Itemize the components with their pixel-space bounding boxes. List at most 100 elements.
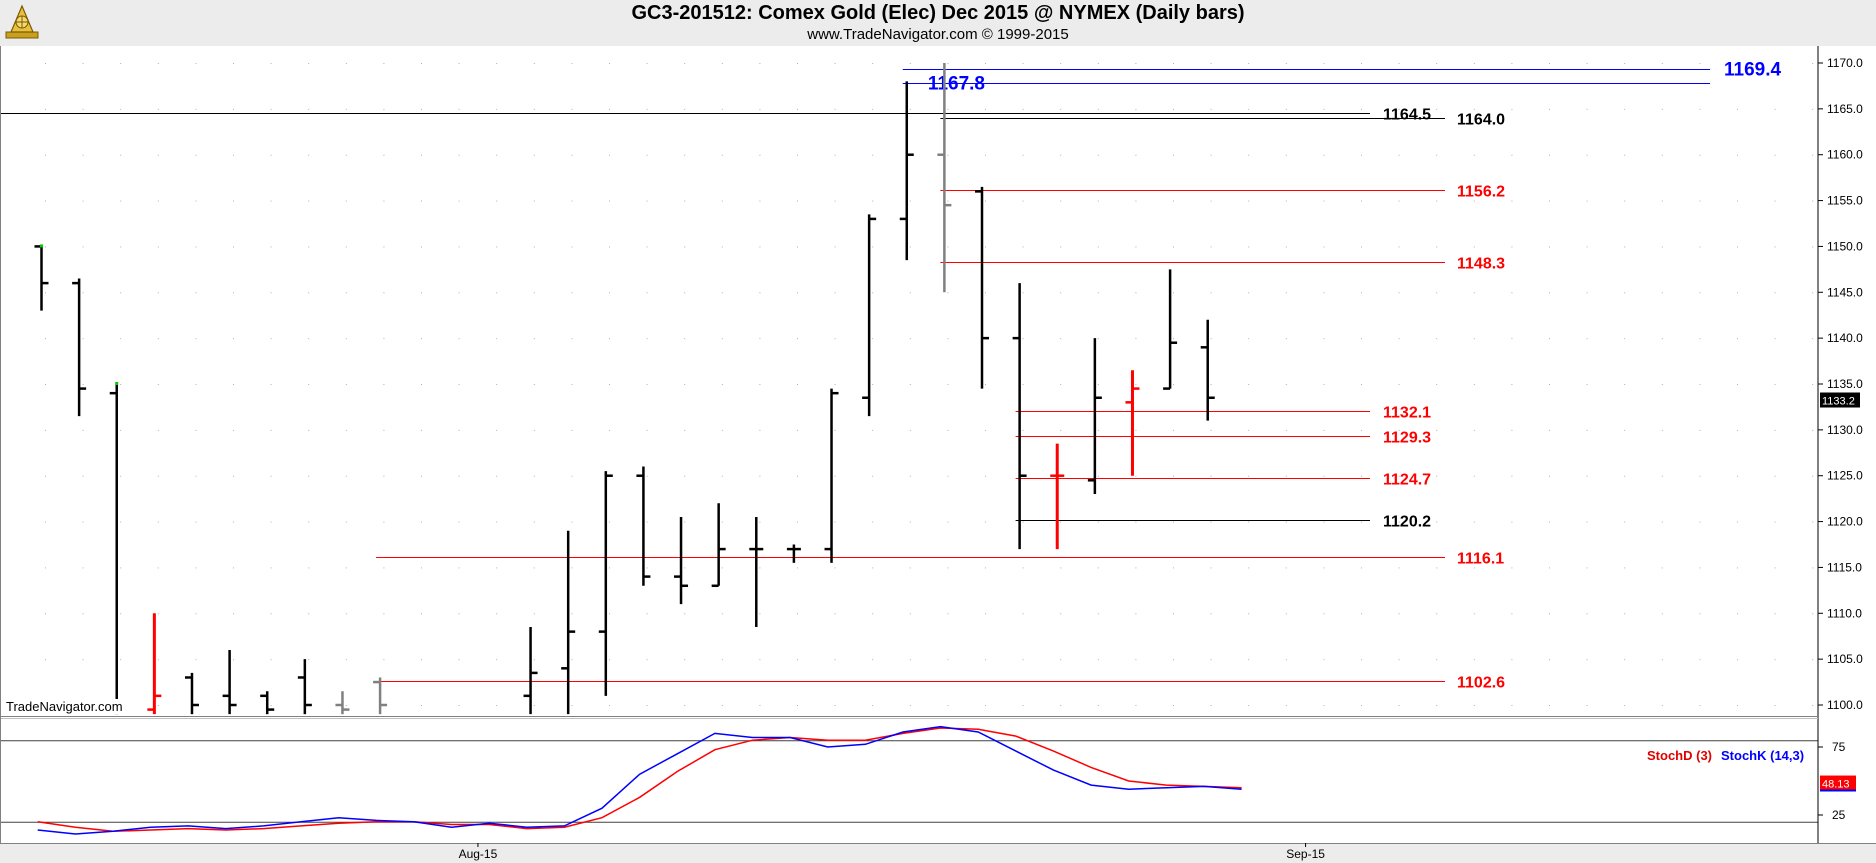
grid-dot (721, 154, 723, 156)
grid-dot (1135, 200, 1137, 202)
grid-dot (1060, 63, 1062, 64)
grid-dot (1661, 63, 1663, 64)
grid-dot (1361, 705, 1362, 706)
grid-dot (1323, 338, 1325, 340)
grid-dot (1022, 567, 1024, 569)
grid-dot (571, 659, 573, 661)
grid-dot (571, 292, 573, 294)
grid-dot (1549, 521, 1550, 523)
grid-dot (909, 521, 911, 523)
grid-dot (1210, 429, 1212, 431)
signal-dot (115, 382, 119, 385)
grid-dot (1285, 567, 1287, 569)
grid-dot (985, 613, 986, 615)
grid-dot (985, 246, 986, 248)
grid-dot (1248, 475, 1250, 477)
grid-dot (82, 292, 84, 294)
grid-dot (1473, 200, 1475, 202)
grid-dot (1323, 384, 1325, 385)
grid-dot (1586, 154, 1588, 156)
grid-dot (872, 475, 874, 477)
grid-dot (120, 659, 122, 661)
grid-dot (1812, 521, 1814, 523)
stoch-k-legend: StochK (14,3) (1721, 748, 1805, 763)
grid-dot (1699, 384, 1701, 385)
grid-dot (157, 475, 159, 477)
grid-dot (533, 429, 535, 431)
grid-dot (82, 567, 84, 569)
grid-dot (195, 63, 197, 64)
grid-dot (1511, 108, 1513, 110)
grid-dot (1436, 154, 1438, 156)
grid-dot (157, 521, 159, 523)
grid-dot (797, 613, 798, 615)
grid-dot (345, 613, 347, 615)
grid-dot (421, 613, 422, 615)
grid-dot (120, 567, 122, 569)
grid-dot (872, 63, 874, 64)
grid-dot (721, 108, 723, 110)
grid-dot (421, 246, 422, 248)
grid-dot (1699, 705, 1701, 706)
grid-dot (533, 108, 535, 110)
grid-dot (1473, 567, 1475, 569)
grid-dot (985, 200, 986, 202)
grid-dot (383, 338, 385, 340)
grid-dot (496, 63, 498, 64)
grid-dot (1511, 338, 1513, 340)
grid-dot (458, 475, 460, 477)
grid-dot (1323, 154, 1325, 156)
grid-dot (947, 338, 949, 340)
grid-dot (195, 292, 197, 294)
grid-dot (1060, 429, 1062, 431)
grid-dot (195, 108, 197, 110)
grid-dot (609, 246, 610, 248)
grid-dot (646, 613, 648, 615)
grid-dot (496, 246, 498, 248)
grid-dot (120, 475, 122, 477)
grid-dot (1361, 292, 1362, 294)
grid-dot (421, 154, 422, 156)
grid-dot (345, 292, 347, 294)
grid-dot (1511, 292, 1513, 294)
grid-dot (120, 338, 122, 340)
grid-dot (834, 384, 836, 385)
chart-subtitle: www.TradeNavigator.com © 1999-2015 (807, 26, 1069, 43)
grid-dot (721, 384, 723, 385)
grid-dot (721, 338, 723, 340)
grid-dot (1586, 521, 1588, 523)
grid-dot (1097, 246, 1099, 248)
grid-dot (458, 659, 460, 661)
grid-dot (1361, 429, 1362, 431)
grid-dot (609, 429, 610, 431)
grid-dot (1323, 705, 1325, 706)
grid-dot (233, 659, 234, 661)
grid-dot (1661, 521, 1663, 523)
grid-dot (1473, 705, 1475, 706)
grid-dot (684, 108, 686, 110)
grid-dot (1436, 108, 1438, 110)
grid-dot (1586, 705, 1588, 706)
grid-dot (1549, 659, 1550, 661)
grid-dot (1060, 705, 1062, 706)
grid-dot (1624, 200, 1626, 202)
grid-dot (1549, 108, 1550, 110)
stoch-tick-label: 25 (1832, 808, 1846, 822)
grid-dot (797, 200, 798, 202)
grid-dot (1473, 429, 1475, 431)
grid-dot (1022, 63, 1024, 64)
grid-dot (1436, 292, 1438, 294)
grid-dot (1398, 108, 1400, 110)
grid-dot (1097, 567, 1099, 569)
grid-dot (1436, 613, 1438, 615)
grid-dot (1285, 429, 1287, 431)
grid-dot (1323, 200, 1325, 202)
grid-dot (797, 246, 798, 248)
grid-dot (684, 429, 686, 431)
grid-dot (345, 384, 347, 385)
grid-dot (533, 475, 535, 477)
grid-dot (308, 384, 310, 385)
grid-dot (684, 63, 686, 64)
grid-dot (609, 63, 610, 64)
